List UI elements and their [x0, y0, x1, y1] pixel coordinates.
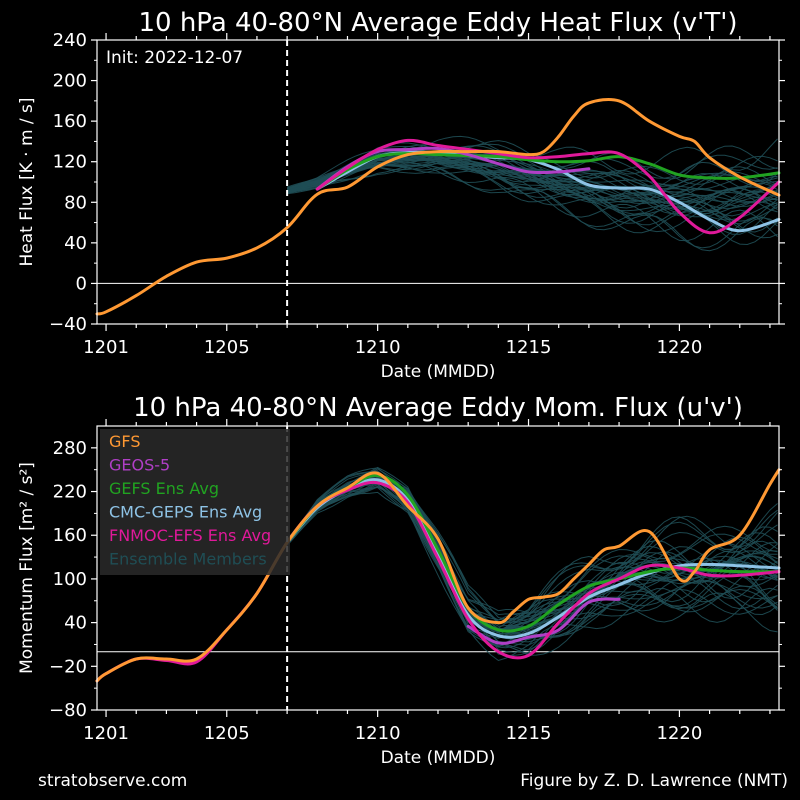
heat-chart-title: 10 hPa 40-80°N Average Eddy Heat Flux (v… — [138, 8, 737, 38]
mom-xtick-label: 1201 — [83, 723, 129, 744]
heat-ytick-label: 160 — [53, 111, 87, 132]
heat-xtick-label: 1220 — [657, 337, 703, 358]
heat-ytick-label: −40 — [49, 314, 87, 335]
mom-series-fnmoc-efs-ens-avg — [95, 480, 781, 683]
mom-ytick-label: 220 — [53, 482, 87, 503]
heat-xtick-label: 1210 — [355, 337, 401, 358]
mom-ensemble-member-line — [286, 471, 778, 624]
heat-xtick-label: 1215 — [506, 337, 552, 358]
heat-ensemble-member-line — [287, 163, 778, 222]
mom-x-axis-label: Date (MMDD) — [381, 748, 496, 768]
mom-ensemble-member-line — [286, 486, 778, 648]
heat-init-annotation: Init: 2022-12-07 — [106, 48, 243, 68]
mom-ytick-label: 100 — [53, 569, 87, 590]
heat-x-axis-label: Date (MMDD) — [381, 362, 496, 382]
mom-chart-title: 10 hPa 40-80°N Average Eddy Mom. Flux (u… — [133, 393, 743, 423]
mom-ytick-label: −20 — [49, 656, 87, 677]
heat-series-gfs — [95, 97, 781, 316]
mom-ytick-label: 160 — [53, 525, 87, 546]
mom-legend: GFS GEOS-5 GEFS Ens Avg CMC-GEPS Ens Avg FNM… — [100, 429, 290, 575]
mom-ytick-label: 280 — [53, 438, 87, 459]
heat-series-fnmoc-efs-ens-avg — [315, 138, 781, 235]
mom-ensemble-member-line — [286, 482, 778, 639]
heat-ytick-label: 120 — [53, 152, 87, 173]
heat-plot-area — [95, 40, 781, 324]
mom-xtick-label: 1220 — [657, 723, 703, 744]
mom-ensemble-member-line — [286, 486, 778, 657]
heat-y-axis-label: Heat Flux [K · m / s] — [17, 97, 37, 266]
mom-series-gfs — [95, 468, 781, 683]
mom-ensemble-member-line — [286, 485, 778, 647]
legend-entry-gefs-ens-avg: GEFS Ens Avg — [109, 479, 219, 498]
mom-series-geos-5 — [466, 597, 621, 645]
heat-ytick-label: 240 — [53, 30, 87, 51]
heat-ytick-label: 40 — [64, 233, 87, 254]
legend-entry-cmc-geps-ens-avg: CMC-GEPS Ens Avg — [109, 503, 262, 522]
mom-xtick-label: 1205 — [204, 723, 250, 744]
mom-ensemble-member-line — [286, 467, 778, 620]
legend-background — [100, 429, 290, 575]
mom-series-gefs-ens-avg — [285, 473, 781, 633]
mom-y-axis-label: Momentum Flux [m² / s²] — [17, 462, 37, 674]
legend-entry-gfs: GFS — [109, 432, 140, 451]
heat-xtick-label: 1205 — [204, 337, 250, 358]
footer-site-credit: stratobserve.com — [38, 771, 188, 791]
heat-ytick-label: 80 — [64, 192, 87, 213]
legend-entry-fnmoc-efs-ens-avg: FNMOC-EFS Ens Avg — [109, 526, 271, 545]
heat-series-gefs-ens-avg — [315, 152, 781, 191]
mom-xtick-label: 1210 — [355, 723, 401, 744]
heat-axes-frame — [96, 39, 780, 325]
mom-ytick-label: −80 — [49, 700, 87, 721]
mom-plot-area — [95, 426, 781, 710]
heat-ytick-label: 0 — [76, 273, 87, 294]
heat-ytick-label: 200 — [53, 71, 87, 92]
mom-ytick-label: 40 — [64, 613, 87, 634]
heat-xtick-label: 1201 — [83, 337, 129, 358]
legend-entry-geos-5: GEOS-5 — [109, 456, 170, 475]
footer-author-credit: Figure by Z. D. Lawrence (NMT) — [520, 771, 788, 791]
legend-entry-ensemble-members: Ensemble Members — [109, 550, 267, 569]
mom-xtick-label: 1215 — [506, 723, 552, 744]
mom-series-cmc-geps-ens-avg — [285, 478, 781, 639]
mom-ensemble-member-line — [286, 486, 778, 648]
